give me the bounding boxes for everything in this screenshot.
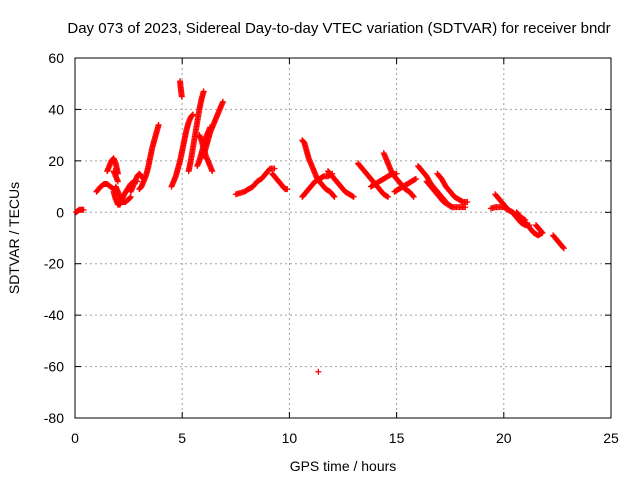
data-point (315, 368, 322, 375)
y-axis-label: SDTVAR / TECUs (6, 182, 22, 294)
data-point (331, 193, 338, 200)
y-tick-label: -40 (44, 307, 64, 323)
grid-lines (75, 58, 611, 418)
data-point (271, 165, 278, 172)
y-tick-label: 60 (48, 50, 64, 66)
data-point (219, 98, 226, 105)
data-point (539, 229, 546, 236)
data-point (560, 245, 567, 252)
x-axis-label: GPS time / hours (290, 458, 397, 474)
x-tick-label: 10 (282, 430, 298, 446)
x-tick-label: 15 (389, 430, 405, 446)
x-tick-label: 5 (178, 430, 186, 446)
data-point (127, 193, 134, 200)
y-tick-label: -80 (44, 410, 64, 426)
data-point (350, 193, 357, 200)
y-tick-label: 0 (56, 204, 64, 220)
y-tick-label: -60 (44, 359, 64, 375)
data-point (80, 206, 87, 213)
data-point (284, 186, 291, 193)
data-point (155, 121, 162, 128)
axis-ticks: 0 5 10 15 20 25 60 40 20 0 -20 -40 -60 -80 (44, 50, 619, 446)
x-tick-label: 25 (603, 430, 619, 446)
y-tick-label: 20 (48, 153, 64, 169)
data-point (410, 193, 417, 200)
data-point (209, 168, 216, 175)
data-point (464, 199, 471, 205)
data-points (73, 78, 567, 375)
plot-frame (74, 57, 612, 419)
y-tick-label: 40 (48, 101, 64, 117)
data-point-interp (189, 112, 196, 119)
data-point (114, 178, 121, 185)
data-point (462, 204, 469, 211)
x-tick-label: 20 (496, 430, 512, 446)
data-point (385, 193, 392, 200)
y-tick-label: -20 (44, 256, 64, 272)
data-point (200, 88, 207, 95)
data-point (189, 111, 196, 118)
data-point-interp (409, 192, 416, 199)
x-tick-label: 0 (71, 430, 79, 446)
data-point-interp (330, 192, 337, 199)
data-point-interp (538, 229, 545, 235)
chart-title: Day 073 of 2023, Sidereal Day-to-day VTE… (67, 20, 610, 37)
data-point (412, 175, 419, 182)
data-point (178, 93, 185, 100)
data-point-interp (560, 244, 567, 251)
data-point-interp (127, 194, 134, 201)
